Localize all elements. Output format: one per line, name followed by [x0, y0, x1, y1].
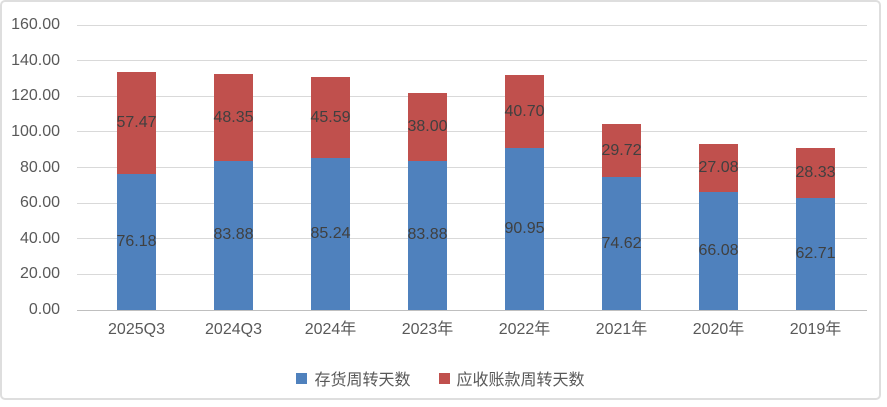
legend: 存货周转天数 应收账款周转天数 — [2, 366, 879, 390]
bar-segment-inventory-days — [796, 198, 835, 310]
bar-segment-inventory-days — [311, 158, 350, 310]
x-axis-line — [77, 309, 867, 311]
y-axis-labels: 0.00 20.00 40.00 60.00 80.00 100.00 120.00 140.… — [2, 2, 879, 398]
data-label: 83.88 — [407, 226, 448, 244]
bar-segment-receivable-days — [311, 76, 350, 159]
data-label: 27.08 — [698, 159, 739, 177]
data-label: 28.33 — [795, 164, 836, 182]
gridlines-layer — [2, 2, 879, 398]
data-label: 83.88 — [213, 226, 254, 244]
x-tick-label: 2024Q3 — [205, 321, 262, 338]
bar-segment-receivable-days — [602, 124, 641, 178]
gridline — [77, 202, 867, 204]
bar-segment-inventory-days — [408, 160, 447, 310]
legend-label-inventory-days: 存货周转天数 — [314, 372, 411, 389]
y-tick-label: 140.00 — [11, 51, 60, 69]
data-label: 62.71 — [795, 245, 836, 263]
data-label: 90.95 — [504, 219, 545, 237]
y-tick-label: 60.00 — [19, 194, 60, 212]
legend-swatch-receivable-days — [438, 372, 450, 384]
bar-segment-receivable-days — [117, 71, 156, 175]
legend-item-receivable-days: 应收账款周转天数 — [438, 366, 585, 390]
gridline — [77, 238, 867, 240]
bar-segment-receivable-days — [796, 147, 835, 199]
data-label: 40.70 — [504, 102, 545, 120]
bar-segment-receivable-days — [408, 92, 447, 161]
gridline — [77, 131, 867, 133]
bar-segment-receivable-days — [505, 75, 544, 148]
bar-segment-receivable-days — [699, 144, 738, 193]
bar-segment-inventory-days — [117, 174, 156, 310]
bar-segment-inventory-days — [699, 192, 738, 310]
y-tick-label: 20.00 — [19, 265, 60, 283]
x-axis-labels: 2025Q3 2024Q3 2024年 2023年 2022年 2021年 2020年 201… — [2, 2, 879, 398]
x-tick-label: 2024年 — [304, 321, 357, 338]
data-label: 45.59 — [310, 108, 351, 126]
x-tick-label: 2020年 — [692, 321, 745, 338]
x-tick-label: 2023年 — [401, 321, 454, 338]
gridline — [77, 167, 867, 168]
y-tick-label: 100.00 — [11, 122, 60, 140]
bar-segment-receivable-days — [214, 74, 253, 161]
data-label: 38.00 — [407, 117, 448, 135]
gridline — [77, 60, 867, 62]
gridline — [77, 95, 867, 97]
gridline — [77, 24, 867, 26]
legend-item-inventory-days: 存货周转天数 — [296, 366, 411, 390]
bar-segment-inventory-days — [602, 177, 641, 310]
x-tick-label: 2025Q3 — [108, 321, 165, 338]
legend-swatch-inventory-days — [296, 372, 308, 384]
data-label: 57.47 — [116, 114, 157, 132]
x-tick-label: 2019年 — [789, 321, 842, 338]
legend-label-receivable-days: 应收账款周转天数 — [456, 372, 585, 389]
data-label: 76.18 — [116, 233, 157, 251]
gridline — [77, 273, 867, 275]
x-tick-label: 2022年 — [498, 321, 551, 338]
y-tick-label: 40.00 — [19, 229, 60, 247]
x-tick-label: 2021年 — [595, 321, 648, 338]
data-label: 66.08 — [698, 242, 739, 260]
bars-layer: 76.18 57.47 83.88 48.35 85.24 45.59 83.88 38.00… — [2, 2, 879, 398]
data-label: 85.24 — [310, 225, 351, 243]
y-tick-label: 160.00 — [11, 16, 60, 33]
y-tick-label: 80.00 — [19, 158, 60, 176]
bar-segment-inventory-days — [505, 147, 544, 310]
data-label: 74.62 — [601, 234, 642, 252]
y-tick-label: 0.00 — [28, 301, 60, 318]
data-label: 29.72 — [601, 141, 642, 159]
bar-segment-inventory-days — [214, 160, 253, 310]
y-tick-label: 120.00 — [11, 87, 60, 105]
data-label: 48.35 — [213, 108, 254, 126]
chart-card: 0.00 20.00 40.00 60.00 80.00 100.00 120.00 140.… — [0, 0, 881, 400]
